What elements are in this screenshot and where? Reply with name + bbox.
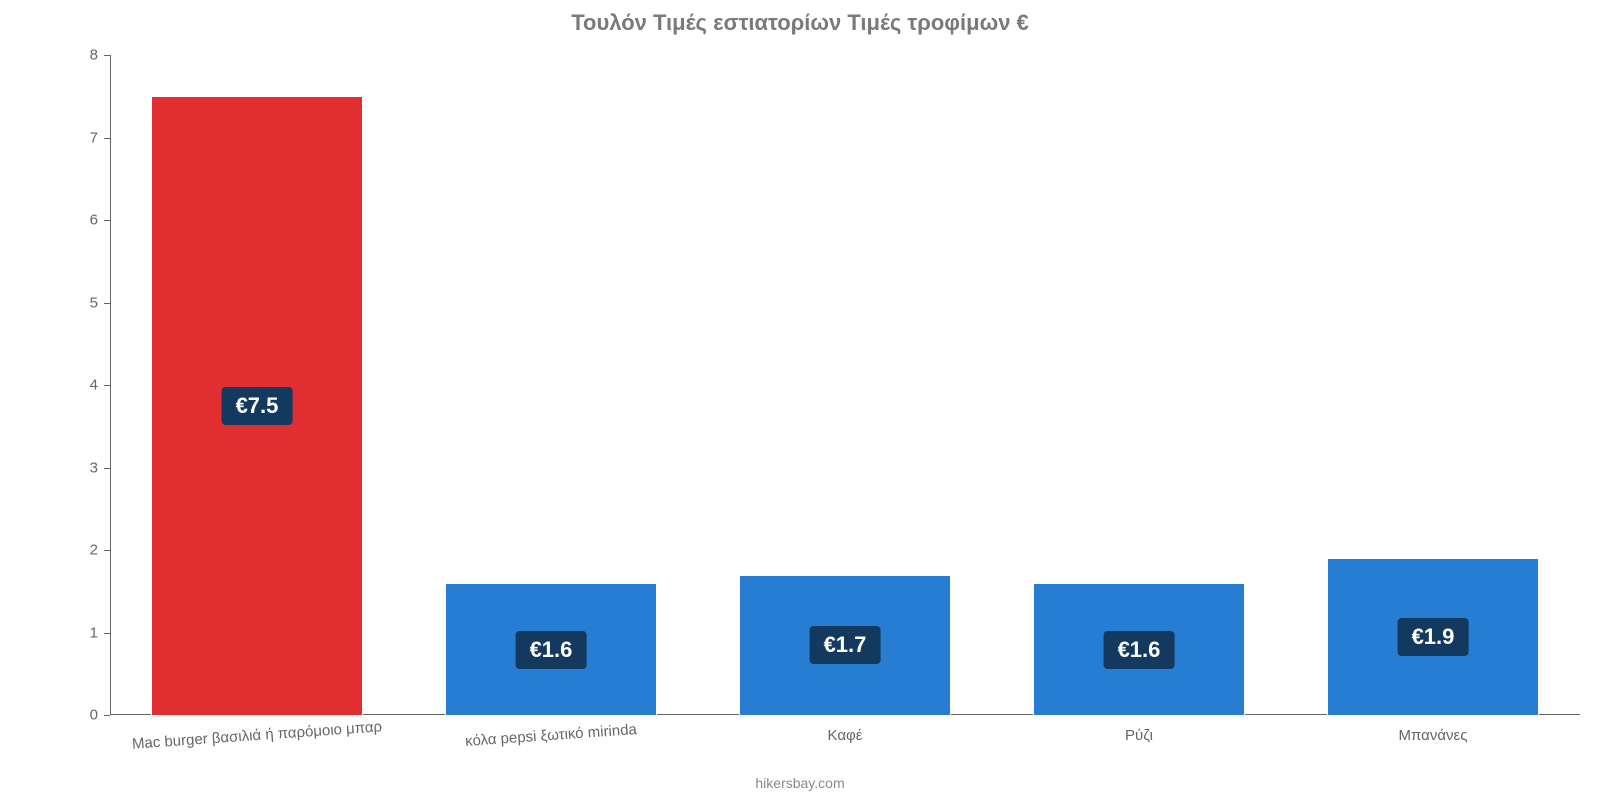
bar-slot: €7.5 <box>110 55 404 715</box>
value-badge: €1.7 <box>810 626 881 664</box>
value-badge: €1.9 <box>1398 618 1469 656</box>
x-axis-label: Μπανάνες <box>1399 727 1468 744</box>
x-axis-label: Ρύζι <box>1125 727 1153 744</box>
y-tick-label: 0 <box>90 707 110 724</box>
bar-slot: €1.6 <box>404 55 698 715</box>
bar-slot: €1.7 <box>698 55 992 715</box>
bar: €7.5 <box>151 96 363 715</box>
x-axis-label: Καφέ <box>828 727 863 744</box>
bar: €1.7 <box>739 575 951 715</box>
bar: €1.6 <box>1033 583 1245 715</box>
bar-slot: €1.6 <box>992 55 1286 715</box>
x-axis-label: κόλα pepsi ξωτικό mirinda <box>465 721 638 750</box>
y-tick-label: 7 <box>90 129 110 146</box>
bar: €1.6 <box>445 583 657 715</box>
bar: €1.9 <box>1327 558 1539 715</box>
y-tick-label: 4 <box>90 377 110 394</box>
y-tick-label: 1 <box>90 624 110 641</box>
price-bar-chart: Τουλόν Τιμές εστιατορίων Τιμές τροφίμων … <box>0 0 1600 800</box>
x-axis-label: Mac burger βασιλιά ή παρόμοιο μπαρ <box>131 718 382 752</box>
value-badge: €7.5 <box>222 387 293 425</box>
y-tick-label: 8 <box>90 47 110 64</box>
value-badge: €1.6 <box>1104 631 1175 669</box>
chart-title: Τουλόν Τιμές εστιατορίων Τιμές τροφίμων … <box>0 10 1600 36</box>
y-tick-label: 6 <box>90 212 110 229</box>
value-badge: €1.6 <box>516 631 587 669</box>
y-tick-label: 5 <box>90 294 110 311</box>
y-tick-label: 2 <box>90 542 110 559</box>
plot-area: €7.5€1.6€1.7€1.6€1.9 012345678 <box>110 55 1580 715</box>
bars-group: €7.5 €1.6 €1.7 €1.6 €1.9 <box>110 55 1580 715</box>
bar-slot: €1.9 <box>1286 55 1580 715</box>
credit-text: hikersbay.com <box>0 775 1600 791</box>
y-tick-label: 3 <box>90 459 110 476</box>
